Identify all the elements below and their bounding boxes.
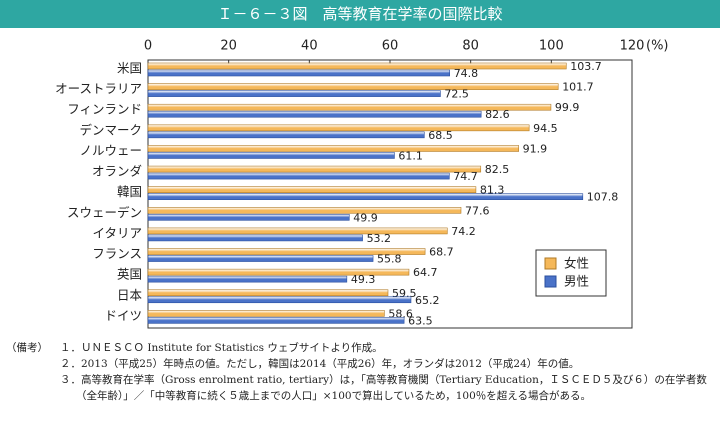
bar <box>147 165 482 173</box>
y-tick-label: デンマーク <box>79 122 142 137</box>
x-tick-label: 20 <box>220 39 237 54</box>
bar <box>147 317 405 324</box>
legend-box <box>535 249 607 297</box>
value-label: 91.9 <box>523 142 548 155</box>
chart: 0 20 40 60 80 100 120 (%) 米国 103.7 74.8 オーストラリア 101.… <box>55 39 669 329</box>
bar <box>147 234 363 242</box>
legend-swatch <box>544 257 557 270</box>
bar <box>147 268 410 276</box>
value-label: 65.2 <box>415 294 440 307</box>
value-label: 64.7 <box>413 266 438 279</box>
bar <box>147 62 567 70</box>
value-label: 77.6 <box>465 204 490 217</box>
legend-swatch <box>544 275 557 288</box>
x-tick-label: 40 <box>301 39 318 54</box>
x-tick-label: 60 <box>382 39 399 54</box>
value-label: 107.8 <box>587 191 619 204</box>
value-label: 103.7 <box>570 60 602 73</box>
bar <box>147 289 389 297</box>
y-tick-label: 英国 <box>117 267 142 282</box>
legend-label: 男性 <box>564 274 589 289</box>
notes: （備考） １．ＵＮＥＳＣＯ Institute for Statistics ウ… <box>6 340 714 404</box>
value-label: 94.5 <box>533 122 558 135</box>
y-tick-label: 日本 <box>117 287 143 302</box>
value-label: 101.7 <box>562 81 594 94</box>
bar <box>147 214 350 221</box>
x-tick-label: 80 <box>462 39 479 54</box>
notes-items: １．ＵＮＥＳＣＯ Institute for Statistics ウェブサイト… <box>60 340 714 404</box>
bar <box>147 83 559 90</box>
bar <box>147 186 477 193</box>
value-label: 63.5 <box>408 314 433 327</box>
value-label: 68.7 <box>429 246 454 259</box>
y-tick-label: スウェーデン <box>67 205 142 220</box>
value-label: 74.8 <box>454 67 479 80</box>
legend-label: 女性 <box>564 256 589 271</box>
value-label: 74.2 <box>451 225 476 238</box>
bar <box>147 207 462 214</box>
bar <box>147 145 519 152</box>
x-tick-label: 100 <box>539 39 564 54</box>
value-label: 61.1 <box>398 149 423 162</box>
bar <box>147 152 395 159</box>
bar <box>147 296 412 304</box>
value-label: 82.5 <box>485 163 510 176</box>
value-label: 55.8 <box>377 253 402 266</box>
value-label: 74.7 <box>453 170 478 183</box>
y-tick-label: オランダ <box>92 164 142 179</box>
bar <box>147 255 374 262</box>
y-tick-label: 米国 <box>117 61 142 76</box>
bar <box>147 227 448 235</box>
bar <box>147 90 441 97</box>
value-label: 68.5 <box>428 129 453 142</box>
value-label: 82.6 <box>485 108 510 121</box>
value-label: 72.5 <box>444 88 469 101</box>
bar <box>147 275 348 283</box>
note: ２．2013（平成25）年時点の値。ただし，韓国は2014（平成26）年，オラン… <box>60 358 580 370</box>
value-label: 49.3 <box>351 273 376 286</box>
y-tick-label: フランス <box>92 246 142 261</box>
note: ３．高等教育在学率（Gross enrolment ratio, tertiar… <box>60 374 707 402</box>
bar <box>147 69 450 77</box>
bar <box>147 310 385 317</box>
y-tick-label: オーストラリア <box>55 81 142 96</box>
bar <box>147 172 450 180</box>
x-tick-label: 0 <box>144 39 152 54</box>
notes-label: （備考） <box>6 342 48 354</box>
x-unit: (%) <box>646 39 669 54</box>
value-label: 49.9 <box>353 211 378 224</box>
y-tick-label: ドイツ <box>104 308 142 323</box>
x-tick-label: 120 <box>620 39 645 54</box>
y-tick-label: 韓国 <box>117 184 142 199</box>
chart-title: Ｉ－６－３図 高等教育在学率の国際比較 <box>0 0 720 28</box>
value-label: 99.9 <box>555 101 580 114</box>
y-tick-label: フィンランド <box>67 102 142 117</box>
y-tick-label: ノルウェー <box>79 143 142 158</box>
bar <box>147 193 584 200</box>
note: １．ＵＮＥＳＣＯ Institute for Statistics ウェブサイト… <box>60 342 383 354</box>
bar <box>147 103 552 111</box>
bar <box>147 110 482 118</box>
bar <box>147 248 426 255</box>
value-label: 53.2 <box>367 232 392 245</box>
bar <box>147 124 530 132</box>
bar <box>147 131 425 139</box>
y-tick-label: イタリア <box>92 225 142 240</box>
